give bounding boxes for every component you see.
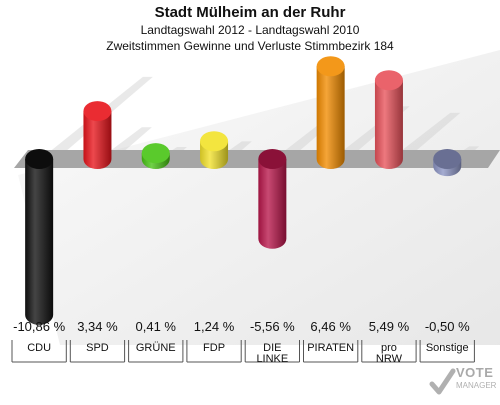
category-label: pro [381, 342, 397, 354]
value-label: 3,34 % [77, 319, 118, 334]
bar-pro-nrw [374, 70, 403, 170]
category-label: FDP [203, 342, 225, 354]
category-label: NRW [376, 353, 403, 365]
bar-body [316, 66, 345, 170]
bar-spd [83, 101, 112, 170]
bar-body [83, 111, 112, 170]
bar-cap [200, 131, 229, 152]
bar-cap [316, 56, 345, 77]
bar-cdu [25, 149, 54, 325]
value-label: 0,41 % [136, 319, 177, 334]
bar-gr-ne [141, 143, 170, 170]
value-label: -0,50 % [425, 319, 470, 334]
chart-subtitle-elections: Landtagswahl 2012 - Landtagswahl 2010 [140, 23, 360, 37]
chart-title: Stadt Mülheim an der Ruhr [154, 4, 346, 21]
bar-cap [374, 70, 403, 91]
bar-body [374, 80, 403, 170]
category-label: LINKE [256, 353, 288, 365]
value-label: 5,49 % [369, 319, 410, 334]
bar-cap [83, 101, 112, 122]
logo-wordmark: VOTE [456, 365, 494, 380]
value-label: 1,24 % [194, 319, 235, 334]
category-label: Sonstige [426, 342, 469, 354]
bar-cap [433, 149, 462, 169]
bar-cap [25, 149, 54, 169]
value-label: -5,56 % [250, 319, 295, 334]
value-label: 6,46 % [310, 319, 351, 334]
category-label: GRÜNE [136, 342, 176, 354]
bar-cap [141, 143, 170, 164]
category-label: CDU [27, 342, 51, 354]
bar-cap [258, 149, 287, 169]
value-label: -10,86 % [13, 319, 65, 334]
chart-subtitle-district: Zweitstimmen Gewinne und Verluste Stimmb… [106, 39, 394, 53]
category-label: SPD [86, 342, 109, 354]
chart-background [14, 50, 500, 345]
category-label: PIRATEN [307, 342, 354, 354]
bar-body [258, 159, 287, 249]
bars-group [25, 56, 462, 325]
bar-die-linke [258, 149, 287, 249]
bar-sonstige [433, 149, 462, 177]
checkmark-icon [429, 368, 456, 395]
logo-subtext: MANAGER [456, 381, 497, 390]
bar-piraten [316, 56, 345, 170]
bar-fdp [200, 131, 229, 170]
vote-manager-logo: VOTE MANAGER [428, 366, 500, 400]
labels-group: -10,86 % 3,34 % 0,41 % 1,24 % -5,56 % 6,46 % 5… [11, 319, 475, 365]
category-label: DIE [263, 342, 281, 354]
bar-body [25, 159, 54, 325]
